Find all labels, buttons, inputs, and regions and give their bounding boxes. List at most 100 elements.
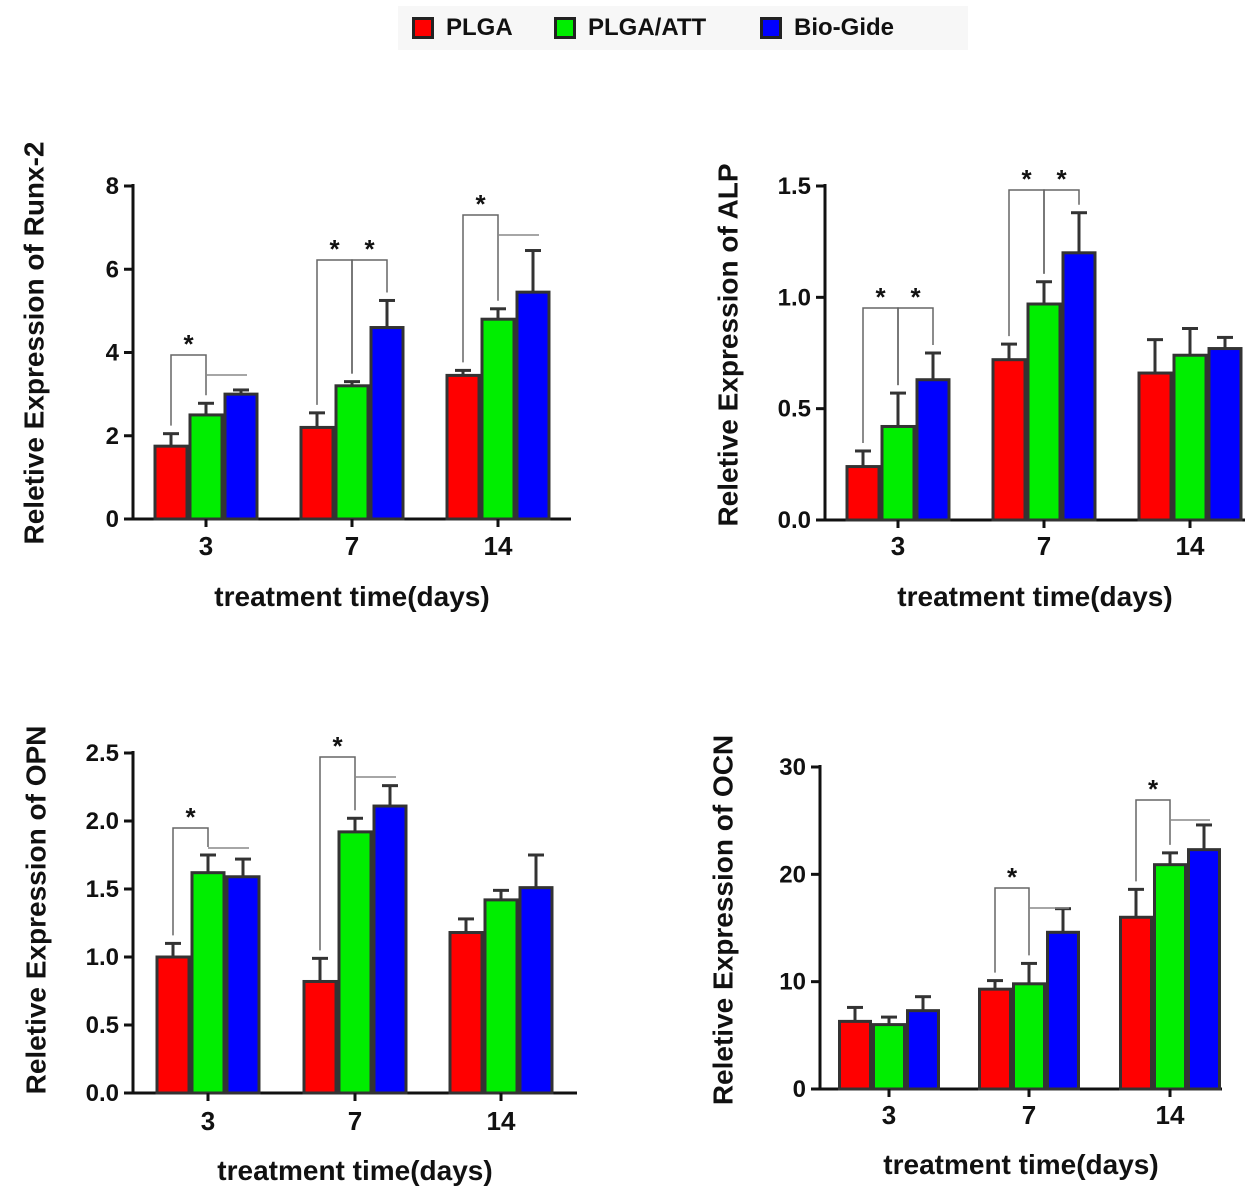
legend-label-plga-att: PLGA/ATT [588,14,707,41]
legend-swatch-bio-gide [760,17,782,39]
y-tick-label: 0.5 [778,396,811,423]
significance-bracket [897,307,934,386]
significance-star: * [1148,774,1159,804]
significance-star: * [329,234,340,264]
y-tick-label: 1.5 [86,876,119,903]
bar-plga [302,979,338,1095]
bar-plga-att [1026,302,1062,522]
significance-star: * [364,234,375,264]
x-tick-label: 7 [1022,1100,1036,1130]
bar-plga-att [337,830,373,1095]
bar-plga [1119,915,1153,1091]
y-tick-label: 10 [779,969,806,996]
bar-plga-att [872,1023,906,1091]
bar-bio-gide [906,1009,940,1091]
x-axis-label: treatment time(days) [897,581,1172,612]
bar-bio-gide [369,326,405,521]
bar-plga-att [880,424,916,522]
significance-star: * [1056,164,1067,194]
bar-bio-gide [225,875,261,1095]
bar-bio-gide [1061,251,1097,522]
bar-plga [155,955,191,1095]
bar-plga [445,373,481,521]
bar-plga-att [1012,982,1046,1091]
y-tick-label: 2.5 [86,740,119,767]
x-tick-label: 14 [487,1106,516,1136]
x-tick-label: 3 [882,1100,896,1130]
y-tick-label: 8 [106,173,119,200]
y-axis-label: Reletive Expression of OPN [20,726,51,1095]
significance-bracket [319,756,356,951]
x-tick-label: 7 [345,531,359,561]
x-axis-label: treatment time(days) [883,1149,1158,1180]
legend-item-plga[interactable]: PLGA [412,14,513,42]
significance-star: * [1021,164,1032,194]
bar-plga-att [190,871,226,1095]
chart-panel-3: 0.0 0.5 1.0 1.5 2.0 2.5 3 7 14 * * Reletive Express… [20,726,577,1186]
bar-plga [1137,371,1173,522]
y-tick-label: 1.0 [86,944,119,971]
y-tick-label: 20 [779,861,806,888]
bar-plga-att [188,413,224,521]
x-tick-label: 3 [201,1106,215,1136]
y-tick-label: 0.5 [86,1012,119,1039]
y-tick-label: 0.0 [778,507,811,534]
legend-item-bio-gide[interactable]: Bio-Gide [760,14,894,42]
x-tick-label: 3 [199,531,213,561]
bar-bio-gide [915,378,951,522]
bar-bio-gide [1207,347,1243,522]
bar-plga-att [480,317,516,521]
legend-swatch-plga-att [554,17,576,39]
y-tick-label: 0.0 [86,1080,119,1107]
significance-bracket [1043,189,1080,274]
bar-bio-gide [223,392,259,521]
x-tick-label: 7 [348,1106,362,1136]
bar-plga [153,444,189,521]
bar-bio-gide [1187,848,1221,1091]
chart-panel-1: 0 2 4 6 8 3 7 14 * * * * Reletive Expression of Runx… [18,141,571,612]
y-tick-label: 4 [106,340,120,367]
bar-plga-att [483,898,519,1095]
y-tick-label: 2.0 [86,808,119,835]
y-axis-label: Reletive Expression of Runx-2 [18,141,49,544]
legend: PLGA PLGA/ATT Bio-Gide [398,6,968,50]
legend-swatch-plga [412,17,434,39]
bar-plga-att [1172,353,1208,522]
significance-bracket [172,827,209,936]
bar-plga [299,425,335,521]
x-tick-label: 14 [1176,531,1205,561]
bar-plga [845,465,881,522]
significance-star: * [475,189,486,219]
y-tick-label: 1.5 [778,173,811,200]
x-tick-label: 7 [1037,531,1051,561]
x-tick-label: 14 [484,531,513,561]
chart-panel-2: 0.0 0.5 1.0 1.5 3 7 14 * * * * Reletive Expression … [712,163,1245,612]
significance-star: * [332,731,343,761]
y-tick-label: 1.0 [778,284,811,311]
y-tick-label: 30 [779,754,806,781]
significance-bracket [351,259,388,374]
legend-label-plga: PLGA [446,14,513,41]
y-tick-label: 6 [106,256,119,283]
x-tick-label: 3 [891,531,905,561]
bar-bio-gide [372,804,408,1095]
y-tick-label: 0 [106,506,119,533]
chart-panel-4: 0 10 20 30 3 7 14 * * Reletive Expression of OCN t… [707,735,1222,1180]
y-tick-label: 2 [106,423,119,450]
y-axis-label: Reletive Expression of OCN [707,735,738,1105]
significance-bracket [994,887,1030,973]
bar-plga-att [1153,863,1187,1091]
significance-bracket [462,214,499,363]
x-axis-label: treatment time(days) [214,581,489,612]
y-tick-label: 0 [793,1076,806,1103]
bar-bio-gide [515,290,551,521]
bar-plga [838,1019,872,1091]
y-axis-label: Reletive Expression of ALP [712,163,743,526]
bar-plga [991,358,1027,522]
bar-plga [978,987,1012,1091]
significance-star: * [183,329,194,359]
x-axis-label: treatment time(days) [217,1155,492,1186]
legend-item-plga-att[interactable]: PLGA/ATT [554,14,706,42]
x-tick-label: 14 [1156,1100,1185,1130]
